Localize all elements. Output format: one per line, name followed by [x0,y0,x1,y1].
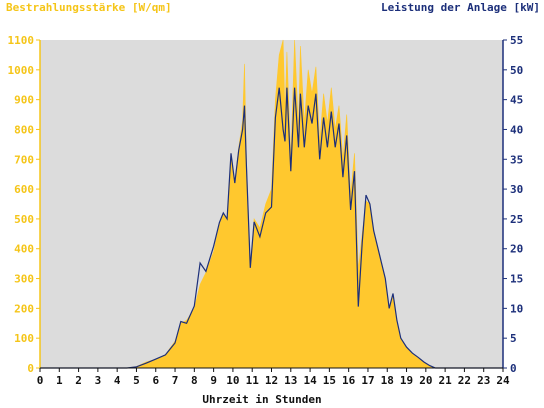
right-tick-label: 45 [510,94,523,107]
series-power-line [40,87,503,369]
x-tick-label: 8 [191,374,198,387]
left-tick-label: 900 [14,94,34,107]
x-tick-label: 5 [133,374,140,387]
left-axis-title: Bestrahlungsstärke [W/qm] [6,1,172,14]
x-axis-title: Uhrzeit in Stunden [202,393,322,406]
x-tick-label: 10 [226,374,239,387]
right-tick-label: 0 [510,362,517,375]
right-tick-label: 50 [510,64,523,77]
x-tick-label: 21 [439,374,453,387]
left-tick-label: 700 [14,153,34,166]
left-tick-label: 1000 [8,64,35,77]
x-tick-label: 13 [284,374,297,387]
right-tick-label: 40 [510,123,523,136]
x-tick-label: 24 [496,374,510,387]
left-tick-label: 800 [14,123,34,136]
left-tick-label: 0 [27,362,34,375]
x-tick-label: 11 [246,374,260,387]
left-tick-label: 1100 [8,34,35,47]
axes-layer: 0100200300400500600700800900100011000510… [8,34,524,387]
x-tick-label: 23 [477,374,490,387]
x-tick-label: 20 [419,374,432,387]
x-tick-label: 7 [172,374,179,387]
x-tick-label: 0 [37,374,44,387]
x-tick-label: 19 [400,374,413,387]
x-tick-label: 14 [303,374,317,387]
x-tick-label: 12 [265,374,278,387]
right-tick-label: 35 [510,153,523,166]
left-tick-label: 100 [14,332,34,345]
left-tick-label: 300 [14,273,34,286]
x-tick-label: 18 [381,374,394,387]
x-tick-label: 9 [210,374,217,387]
right-tick-label: 20 [510,243,523,256]
x-tick-label: 22 [458,374,471,387]
right-tick-label: 15 [510,273,523,286]
right-tick-label: 10 [510,302,523,315]
x-tick-label: 17 [361,374,374,387]
x-tick-label: 15 [323,374,336,387]
right-axis-title: Leistung der Anlage [kW] [381,1,540,14]
series-layer [40,39,503,369]
left-tick-label: 400 [14,243,34,256]
x-tick-label: 4 [114,374,121,387]
right-tick-label: 25 [510,213,523,226]
x-tick-label: 2 [75,374,82,387]
x-tick-label: 16 [342,374,356,387]
left-tick-label: 500 [14,213,34,226]
left-tick-label: 600 [14,183,34,196]
right-tick-label: 5 [510,332,517,345]
x-tick-label: 1 [56,374,63,387]
x-tick-label: 6 [152,374,159,387]
right-tick-label: 30 [510,183,523,196]
left-tick-label: 200 [14,302,34,315]
right-tick-label: 55 [510,34,523,47]
x-tick-label: 3 [95,374,102,387]
